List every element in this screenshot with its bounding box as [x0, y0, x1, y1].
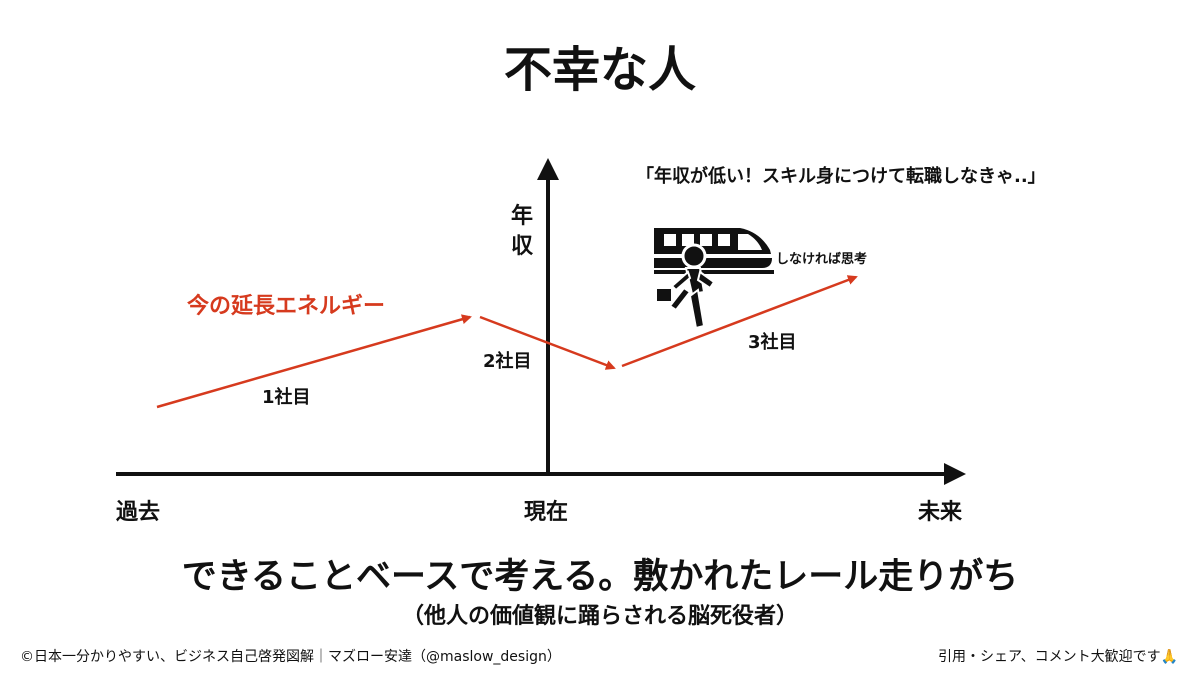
y-axis-label: 年 収 [507, 202, 537, 262]
y-axis [537, 158, 559, 474]
page-title: 不幸な人 [503, 42, 696, 98]
career-arrow-second [479, 315, 616, 370]
x-axis-label-present: 現在 [524, 500, 569, 525]
x-axis-label-future: 未来 [918, 500, 963, 525]
x-axis-label-past: 過去 [116, 500, 161, 525]
main-message: できることベースで考える。敷かれたレール走りがち [181, 557, 1019, 597]
career-arrow-first [156, 314, 472, 409]
running-person-icon [655, 243, 716, 330]
train-icon [654, 228, 774, 274]
sub-message: （他人の価値観に踊らされる脳死役者） [401, 604, 798, 629]
inner-voice-quote: 「年収が低い！スキル身につけて転職しなきゃ..」 [636, 166, 1046, 187]
segment-label-third: 3社目 [748, 332, 797, 353]
career-arrow-third [621, 275, 858, 368]
x-axis [116, 463, 966, 485]
thinking-label: しなければ思考 [776, 252, 868, 267]
segment-label-second: 2社目 [483, 351, 532, 372]
segment-label-first: 1社目 [262, 387, 311, 408]
y-axis-label-line2: 収 [510, 234, 533, 259]
y-axis-label-line1: 年 [510, 204, 533, 229]
energy-label: 今の延長エネルギー [187, 294, 386, 319]
footer-credit: ©日本一分かりやすい、ビジネス自己啓発図解｜マズロー安達（@maslow_des… [20, 649, 561, 665]
footer-note: 引用・シェア、コメント大歓迎です🙏 [937, 649, 1178, 665]
